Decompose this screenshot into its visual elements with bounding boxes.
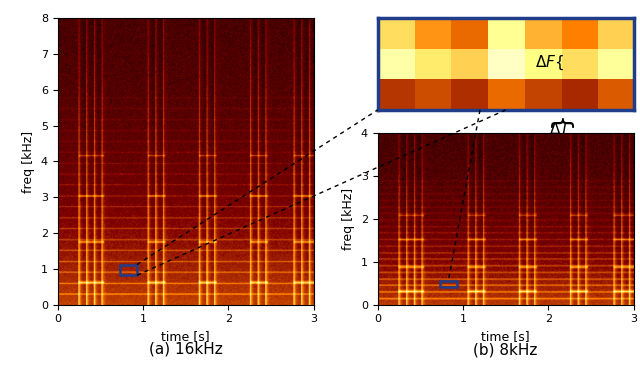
- Text: (a) 16kHz: (a) 16kHz: [148, 342, 223, 357]
- X-axis label: time [s]: time [s]: [161, 330, 210, 343]
- X-axis label: time [s]: time [s]: [481, 330, 530, 343]
- Y-axis label: freq [kHz]: freq [kHz]: [22, 130, 35, 193]
- Y-axis label: freq [kHz]: freq [kHz]: [342, 188, 355, 250]
- Bar: [120, 265, 137, 275]
- Text: $\Delta F${: $\Delta F${: [535, 54, 564, 72]
- Text: }: }: [548, 112, 572, 127]
- Bar: [440, 280, 457, 287]
- Text: $\Delta T$: $\Delta T$: [549, 121, 572, 137]
- Text: (b) 8kHz: (b) 8kHz: [474, 342, 538, 357]
